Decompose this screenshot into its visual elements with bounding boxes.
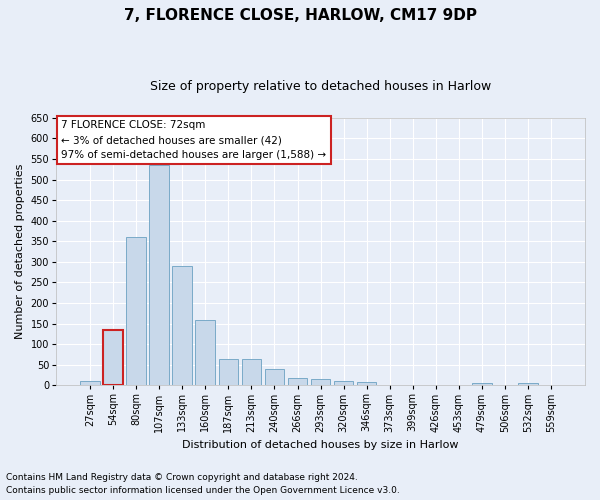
Bar [172,266,192,386]
Text: Contains public sector information licensed under the Open Government Licence v3: Contains public sector information licen… [6,486,400,495]
Bar [103,330,123,386]
Bar [80,381,100,386]
Bar [242,358,261,386]
Bar [472,384,492,386]
Bar [311,379,331,386]
Text: 7, FLORENCE CLOSE, HARLOW, CM17 9DP: 7, FLORENCE CLOSE, HARLOW, CM17 9DP [124,8,476,22]
Text: 7 FLORENCE CLOSE: 72sqm
← 3% of detached houses are smaller (42)
97% of semi-det: 7 FLORENCE CLOSE: 72sqm ← 3% of detached… [61,120,326,160]
Bar [149,165,169,386]
Bar [357,382,376,386]
Text: Contains HM Land Registry data © Crown copyright and database right 2024.: Contains HM Land Registry data © Crown c… [6,474,358,482]
Bar [288,378,307,386]
Bar [196,320,215,386]
Bar [218,358,238,386]
Y-axis label: Number of detached properties: Number of detached properties [15,164,25,339]
Bar [265,369,284,386]
X-axis label: Distribution of detached houses by size in Harlow: Distribution of detached houses by size … [182,440,459,450]
Title: Size of property relative to detached houses in Harlow: Size of property relative to detached ho… [150,80,491,93]
Bar [518,384,538,386]
Bar [334,381,353,386]
Bar [126,237,146,386]
